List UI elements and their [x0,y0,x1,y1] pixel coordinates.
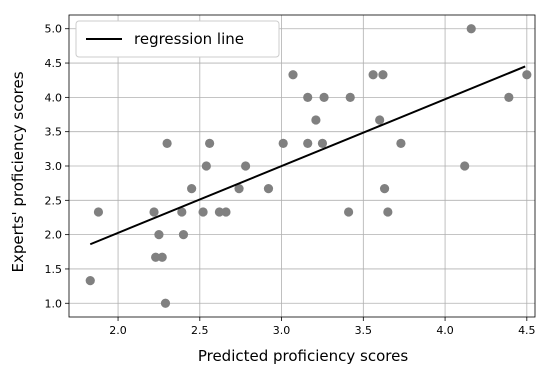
x-tick-label: 4.5 [518,324,536,337]
data-point [151,252,161,262]
data-point [205,138,215,148]
x-tick-label: 3.0 [273,324,291,337]
data-point [504,92,514,102]
data-point [303,138,313,148]
y-axis-ticks: 1.0 1.5 2.0 2.5 3.0 3.5 4.0 4.5 5.0 [45,23,69,310]
data-point [263,184,274,194]
data-point [466,24,476,34]
y-axis-title: Experts' proficiency scores [9,71,27,272]
data-points [85,24,532,308]
grid [69,15,535,317]
data-point [375,115,385,125]
data-point [187,184,197,194]
x-axis-ticks: 2.0 2.5 3.0 3.5 4.0 4.5 [109,317,536,337]
legend: regression line [75,20,280,58]
data-point [221,207,231,217]
x-tick-label: 3.5 [355,324,373,337]
data-point [344,207,354,217]
data-point [240,161,251,171]
y-tick-label: 2.5 [45,194,63,207]
data-point [160,298,171,308]
data-point [368,70,378,80]
y-tick-label: 1.0 [45,297,63,310]
data-point [149,207,159,217]
data-point [317,138,328,148]
data-point [198,207,208,217]
data-point [234,184,244,194]
data-point [157,252,167,262]
data-point [85,276,95,286]
y-tick-label: 3.0 [45,160,63,173]
data-point [162,138,172,148]
data-point [383,207,393,217]
data-point [311,115,321,125]
y-tick-label: 3.5 [45,126,63,139]
data-point [288,70,298,80]
x-tick-label: 4.0 [436,324,454,337]
y-tick-label: 4.0 [45,91,63,104]
x-axis-title: Predicted proficiency scores [198,347,409,365]
y-tick-label: 2.0 [45,229,63,242]
x-tick-label: 2.0 [109,324,127,337]
data-point [177,207,187,217]
data-point [201,161,211,171]
data-point [396,138,406,148]
data-point [178,230,189,240]
legend-box [75,20,280,58]
data-point [379,184,390,194]
data-point [378,70,388,80]
regression-line-group [89,65,526,246]
data-point [214,207,225,217]
y-tick-label: 1.5 [45,263,63,276]
data-point [522,70,532,80]
data-point [460,161,470,171]
data-point [93,207,104,217]
data-point [319,92,329,102]
legend-label: regression line [134,30,244,48]
data-point [154,230,164,240]
data-point [345,92,355,102]
y-tick-label: 4.5 [45,57,63,70]
regression-line [89,65,526,246]
y-tick-label: 5.0 [45,23,63,36]
x-tick-label: 2.5 [191,324,209,337]
data-point [278,138,288,148]
data-point [303,92,313,102]
